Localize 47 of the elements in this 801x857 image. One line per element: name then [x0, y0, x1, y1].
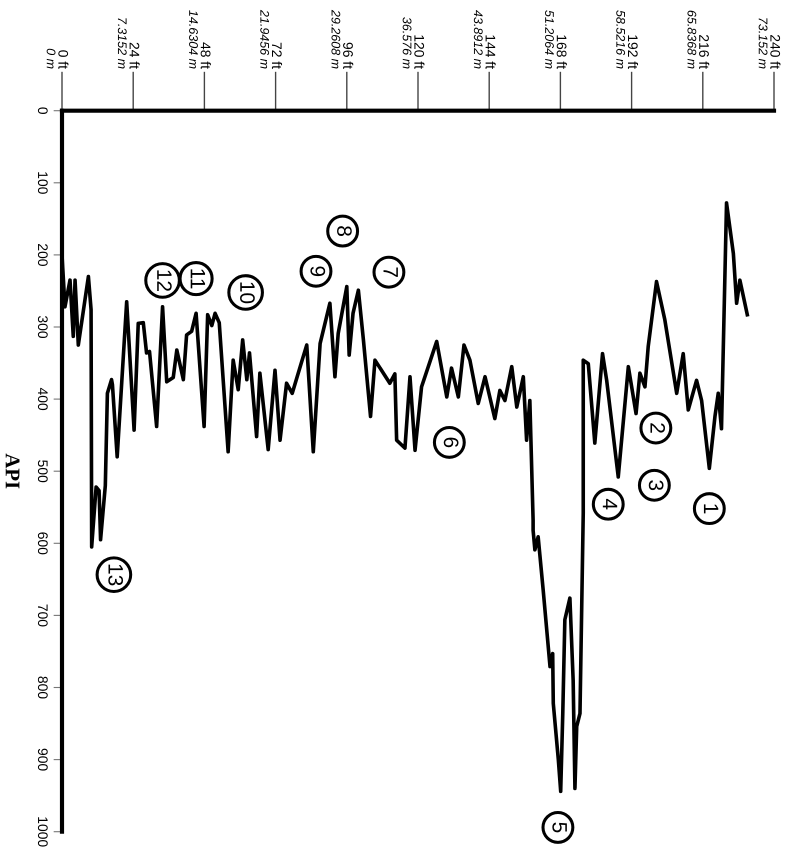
x-tick-label: 0 ft: [58, 50, 68, 69]
x-tick-label: 240 ft: [770, 34, 780, 69]
x2-tick-label: 0 m: [46, 48, 56, 68]
x-tick-label: 144 ft: [486, 35, 496, 69]
y-tick-label: 500: [38, 460, 48, 482]
y-tick-label: 800: [38, 676, 48, 699]
y-tick-label: 300: [38, 316, 48, 338]
x-tick-label: 48 ft: [200, 42, 211, 69]
x-tick-label: 24 ft: [130, 42, 140, 69]
annotation: 13: [108, 564, 124, 586]
x2-tick-label: 65.8368 m: [687, 10, 696, 68]
annotation: 11: [190, 269, 206, 288]
y-tick-label: 700: [38, 604, 48, 626]
annotation: 3: [648, 480, 664, 490]
x-tick-label: 120 ft: [414, 35, 424, 69]
x2-tick-label: 29.2608 m: [331, 10, 340, 68]
x-tick-label: 72 ft: [272, 42, 282, 69]
annotation: 6: [444, 438, 458, 448]
annotation: 7: [384, 267, 398, 277]
y-tick-label: 0: [38, 107, 48, 114]
annotation: 10: [240, 282, 255, 304]
y-tick-label: 900: [38, 748, 48, 771]
x2-tick-label: 14.6304 m: [189, 10, 198, 68]
x2-tick-label: 21.9456 m: [260, 10, 270, 68]
x-tick-label: 96 ft: [343, 42, 354, 69]
x2-tick-label: 51.2064 m: [545, 10, 554, 68]
annotation: 9: [310, 266, 326, 276]
x-tick-label: 192 ft: [628, 35, 638, 69]
annotation: 8: [337, 226, 352, 236]
x2-tick-label: 36.576 m: [402, 17, 412, 68]
y-tick-label: 1000: [38, 817, 48, 847]
y-axis-title: API: [6, 453, 20, 488]
x2-tick-label: 7.3152 m: [118, 18, 127, 68]
x2-tick-label: 58.5216 m: [616, 10, 626, 68]
annotation: 12: [157, 270, 172, 291]
annotation: 4: [602, 498, 618, 510]
x-tick-label: 168 ft: [556, 35, 567, 69]
y-tick-label: 100: [38, 172, 48, 194]
x2-tick-label: 43.8912 m: [474, 10, 483, 68]
x-tick-label: 216 ft: [699, 34, 710, 69]
annotation: 5: [552, 822, 567, 832]
annotation: 2: [650, 423, 666, 433]
y-tick-label: 200: [38, 244, 48, 266]
y-tick-label: 400: [38, 388, 48, 410]
annotation: 1: [704, 504, 718, 514]
x2-tick-label: 73.152 m: [758, 18, 768, 68]
y-tick-label: 600: [38, 532, 48, 554]
